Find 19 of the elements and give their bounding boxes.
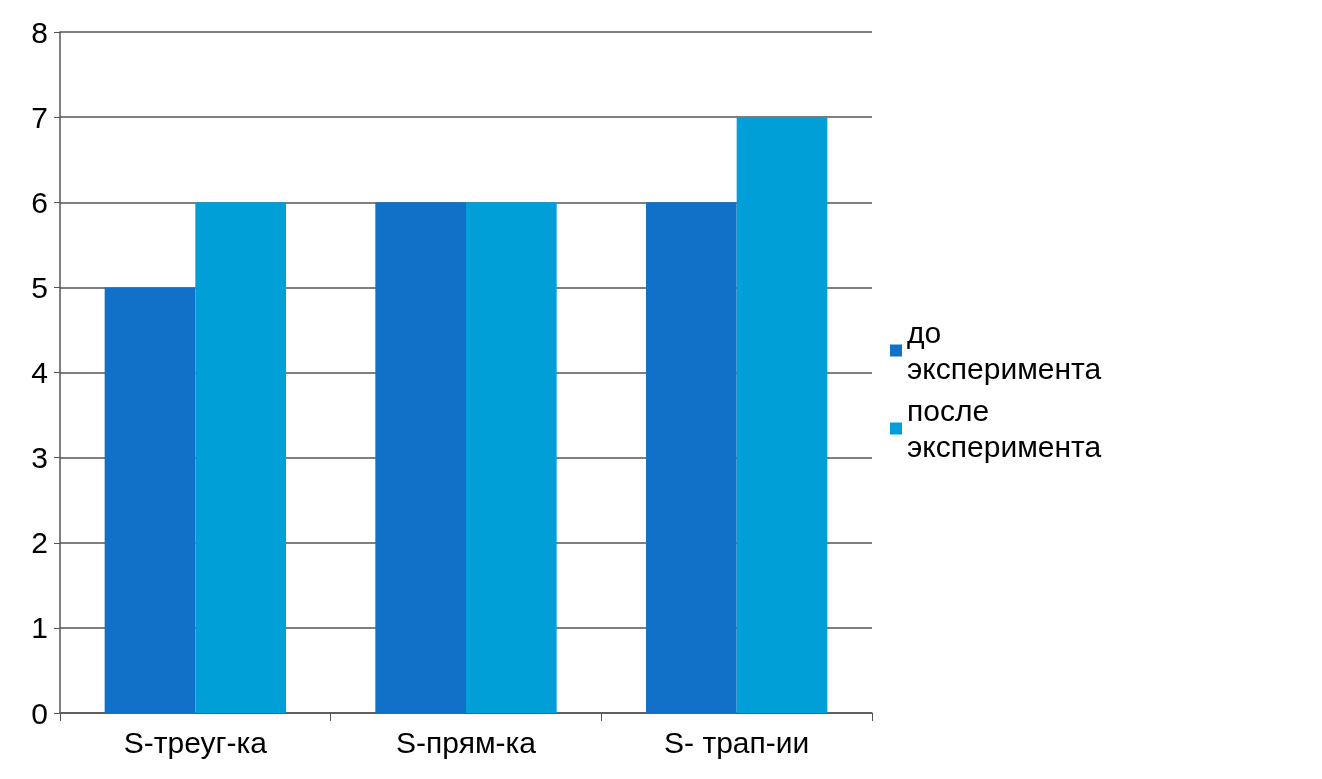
x-tick-label: S-треуг-ка [123,725,268,759]
bar [466,202,557,713]
bar [645,202,737,713]
y-tick-label: 0 [31,696,48,730]
bar [736,117,828,713]
y-tick-label: 3 [31,441,48,475]
legend-label: после эксперимента [907,394,1102,463]
x-tick-label: S-прям-ка [396,725,537,759]
y-tick-label: 2 [31,526,48,560]
y-tick-label: 7 [31,100,48,134]
bar [104,287,196,713]
y-tick-label: 6 [31,185,48,219]
y-tick-label: 4 [31,356,48,389]
x-tick-label: S- трап-ии [664,725,810,759]
bar [195,202,287,713]
y-tick-label: 1 [31,611,48,645]
y-tick-label: 5 [31,270,48,304]
bar [375,202,466,713]
y-tick-label: 8 [31,15,48,49]
